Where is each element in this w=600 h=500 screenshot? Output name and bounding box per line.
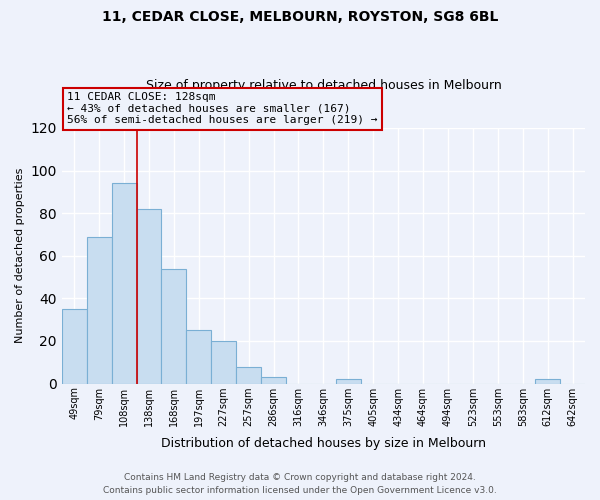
Bar <box>336 380 361 384</box>
Bar <box>87 236 112 384</box>
Bar <box>137 209 161 384</box>
Bar <box>236 366 261 384</box>
Title: Size of property relative to detached houses in Melbourn: Size of property relative to detached ho… <box>146 79 501 92</box>
Text: 11, CEDAR CLOSE, MELBOURN, ROYSTON, SG8 6BL: 11, CEDAR CLOSE, MELBOURN, ROYSTON, SG8 … <box>102 10 498 24</box>
Text: Contains HM Land Registry data © Crown copyright and database right 2024.
Contai: Contains HM Land Registry data © Crown c… <box>103 474 497 495</box>
Bar <box>187 330 211 384</box>
Bar <box>62 309 87 384</box>
Text: 11 CEDAR CLOSE: 128sqm
← 43% of detached houses are smaller (167)
56% of semi-de: 11 CEDAR CLOSE: 128sqm ← 43% of detached… <box>67 92 377 126</box>
Bar <box>112 184 137 384</box>
Y-axis label: Number of detached properties: Number of detached properties <box>15 168 25 344</box>
Bar <box>261 377 286 384</box>
Bar <box>161 268 187 384</box>
X-axis label: Distribution of detached houses by size in Melbourn: Distribution of detached houses by size … <box>161 437 486 450</box>
Bar <box>535 380 560 384</box>
Bar <box>211 341 236 384</box>
